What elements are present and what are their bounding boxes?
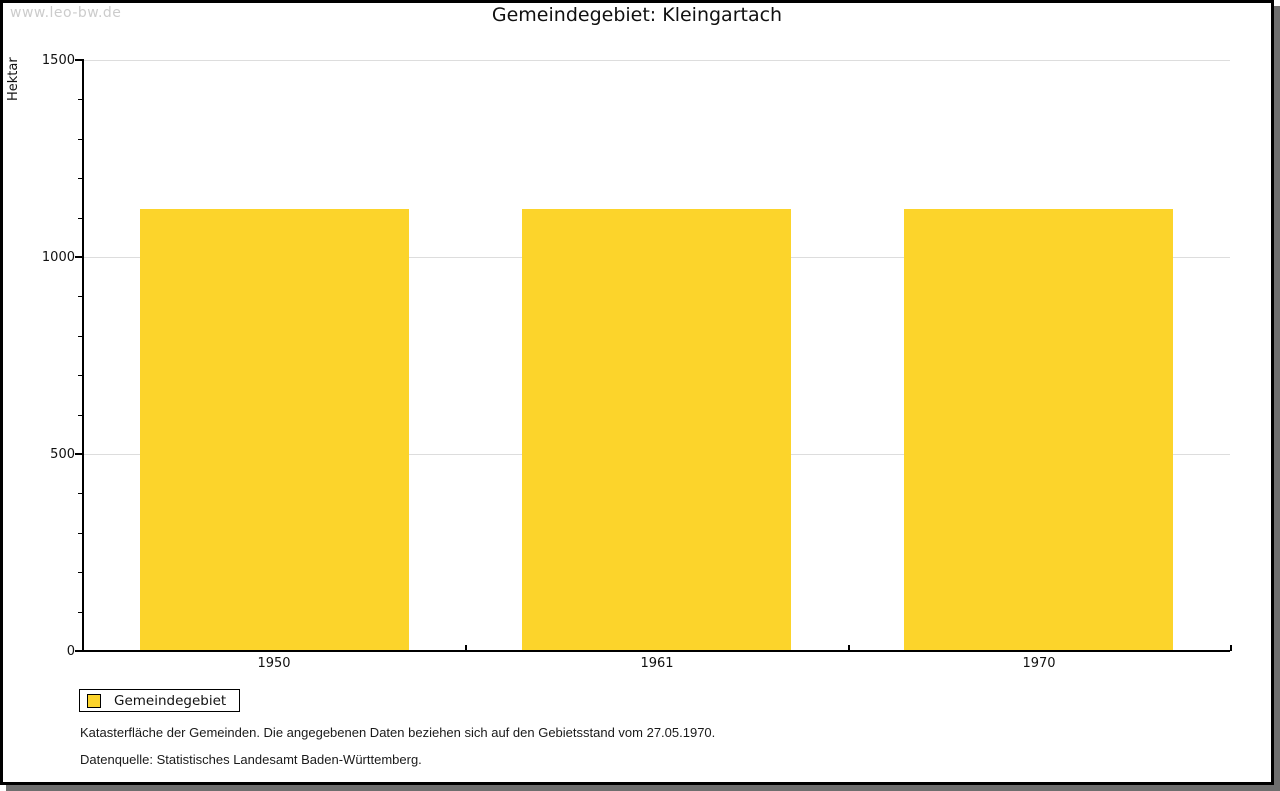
x-tick-label-1961: 1961 bbox=[640, 656, 674, 671]
bar-1950 bbox=[140, 209, 409, 651]
legend-label: Gemeindegebiet bbox=[114, 692, 227, 709]
y-tick-label-500: 500 bbox=[50, 447, 75, 462]
y-tick-1500 bbox=[75, 59, 83, 61]
y-tick-1100 bbox=[78, 218, 83, 219]
x-tick-3 bbox=[1230, 645, 1232, 651]
y-tick-200 bbox=[78, 572, 83, 573]
x-axis-line bbox=[82, 650, 1230, 652]
bar-1970 bbox=[904, 209, 1173, 651]
y-tick-label-1000: 1000 bbox=[41, 250, 75, 265]
y-tick-label-0: 0 bbox=[66, 644, 75, 659]
x-tick-label-1950: 1950 bbox=[257, 656, 291, 671]
y-tick-500 bbox=[75, 453, 83, 455]
legend-swatch-gemeindegebiet bbox=[87, 693, 101, 708]
y-tick-1300 bbox=[78, 139, 83, 140]
watermark-leo-bw: www.leo-bw.de bbox=[10, 5, 122, 21]
footnote-line-1: Katasterfläche der Gemeinden. Die angege… bbox=[80, 725, 716, 740]
y-tick-label-1500: 1500 bbox=[41, 53, 75, 68]
chart-title: Gemeindegebiet: Kleingartach bbox=[491, 4, 783, 26]
gridline-1500 bbox=[84, 60, 1230, 61]
y-tick-300 bbox=[78, 533, 83, 534]
y-tick-0 bbox=[75, 650, 83, 652]
y-tick-400 bbox=[78, 493, 83, 494]
y-axis-label: Hektar bbox=[6, 57, 21, 101]
y-tick-700 bbox=[78, 375, 83, 376]
y-tick-1000 bbox=[75, 256, 83, 258]
y-tick-1200 bbox=[78, 178, 83, 179]
footnote-line-2: Datenquelle: Statistisches Landesamt Bad… bbox=[80, 752, 422, 767]
x-tick-2 bbox=[848, 645, 850, 651]
x-tick-label-1970: 1970 bbox=[1022, 656, 1056, 671]
y-tick-900 bbox=[78, 296, 83, 297]
y-tick-1400 bbox=[78, 99, 83, 100]
y-tick-100 bbox=[78, 612, 83, 613]
y-tick-800 bbox=[78, 336, 83, 337]
bar-1961 bbox=[522, 209, 791, 651]
legend-box: Gemeindegebiet bbox=[79, 689, 241, 712]
x-tick-1 bbox=[465, 645, 467, 651]
y-tick-600 bbox=[78, 415, 83, 416]
y-axis-line bbox=[82, 59, 84, 652]
